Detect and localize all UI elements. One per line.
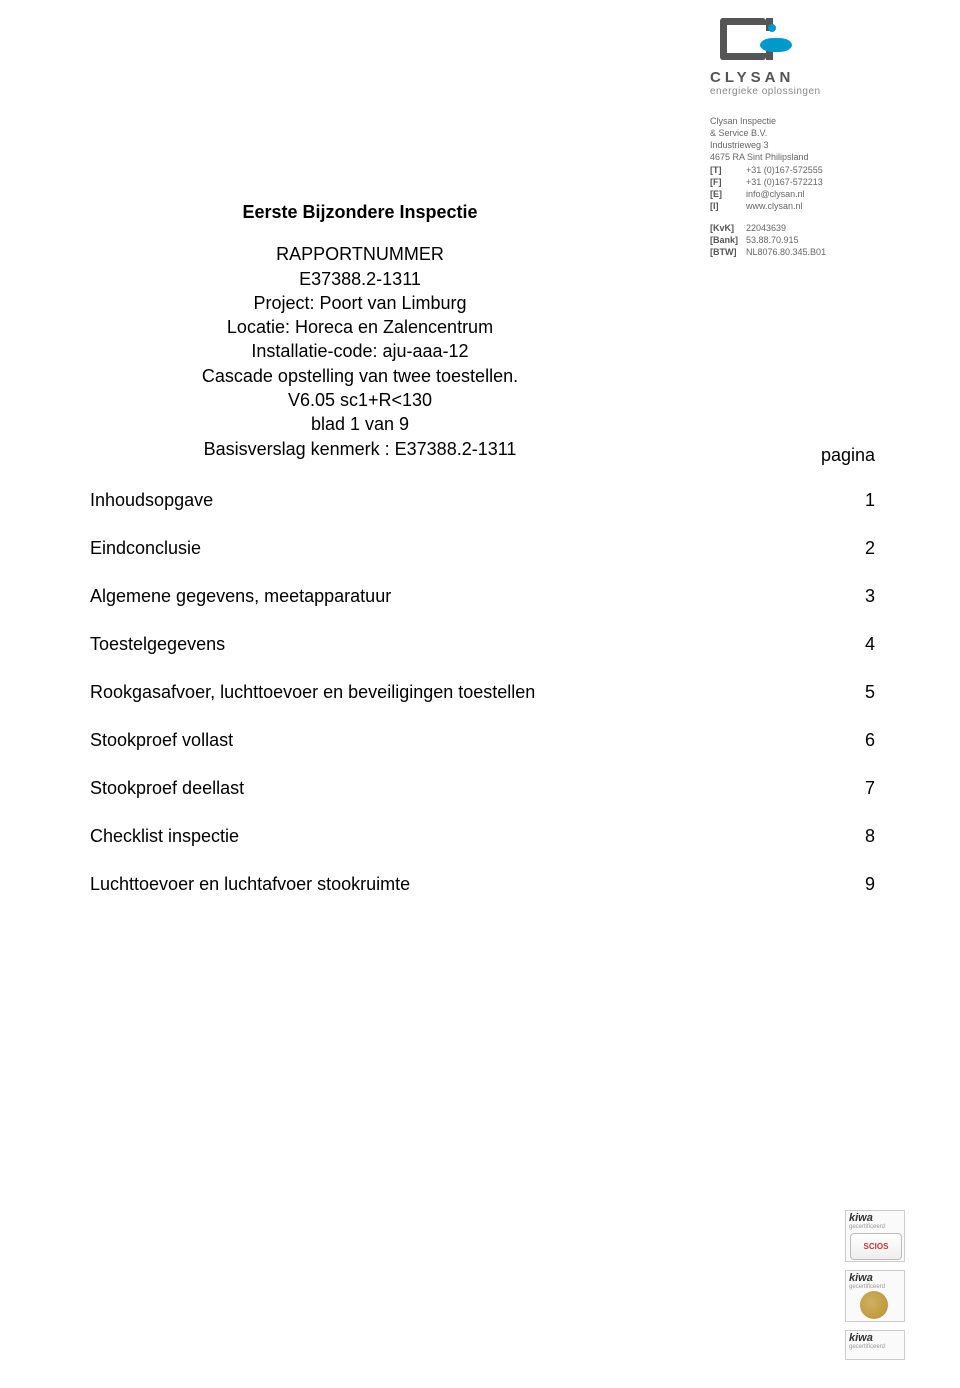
toc-row: Algemene gegevens, meetapparatuur 3 bbox=[90, 586, 875, 607]
page-column-header: pagina bbox=[821, 445, 875, 466]
company-bank: [Bank]53.88.70.915 bbox=[710, 234, 910, 246]
certification-badges: kiwa gecertificeerd kiwa gecertificeerd … bbox=[845, 1210, 910, 1368]
page-count-line: blad 1 van 9 bbox=[0, 412, 720, 436]
company-web: [I]www.clysan.nl bbox=[710, 200, 910, 212]
kiwa-quality-badge: kiwa gecertificeerd bbox=[845, 1270, 905, 1322]
toc-label: Rookgasafvoer, luchttoevoer en beveiligi… bbox=[90, 682, 535, 703]
project-line: Project: Poort van Limburg bbox=[0, 291, 720, 315]
toc-label: Inhoudsopgave bbox=[90, 490, 213, 511]
toc-row: Luchttoevoer en luchtafvoer stookruimte … bbox=[90, 874, 875, 895]
toc-row: Rookgasafvoer, luchttoevoer en beveiligi… bbox=[90, 682, 875, 703]
document-page: CLYSAN energieke oplossingen Clysan Insp… bbox=[0, 0, 960, 1388]
toc-label: Checklist inspectie bbox=[90, 826, 239, 847]
quality-seal-icon bbox=[860, 1291, 888, 1319]
toc-page: 1 bbox=[865, 490, 875, 511]
company-info-block: Clysan Inspectie & Service B.V. Industri… bbox=[710, 115, 910, 259]
toc-label: Luchttoevoer en luchtafvoer stookruimte bbox=[90, 874, 410, 895]
toc-label: Algemene gegevens, meetapparatuur bbox=[90, 586, 391, 607]
kiwa-label: kiwa bbox=[849, 1213, 901, 1224]
kiwa-label: kiwa bbox=[849, 1333, 901, 1344]
toc-row: Checklist inspectie 8 bbox=[90, 826, 875, 847]
title-block: Eerste Bijzondere Inspectie RAPPORTNUMME… bbox=[0, 200, 720, 461]
company-kvk: [KvK]22043639 bbox=[710, 222, 910, 234]
company-city: 4675 RA Sint Philipsland bbox=[710, 151, 910, 163]
toc-row: Eindconclusie 2 bbox=[90, 538, 875, 559]
install-code-line: Installatie-code: aju-aaa-12 bbox=[0, 339, 720, 363]
kiwa-vca-badge: kiwa gecertificeerd bbox=[845, 1330, 905, 1360]
toc-label: Toestelgegevens bbox=[90, 634, 225, 655]
kiwa-label: kiwa bbox=[849, 1273, 901, 1284]
company-tel: [T]+31 (0)167-572555 bbox=[710, 164, 910, 176]
toc-page: 7 bbox=[865, 778, 875, 799]
company-btw: [BTW]NL8076.80.345.B01 bbox=[710, 246, 910, 258]
table-of-contents: Inhoudsopgave 1 Eindconclusie 2 Algemene… bbox=[90, 490, 875, 922]
company-fax: [F]+31 (0)167-572213 bbox=[710, 176, 910, 188]
toc-row: Toestelgegevens 4 bbox=[90, 634, 875, 655]
toc-label: Stookproef vollast bbox=[90, 730, 233, 751]
kiwa-sub: gecertificeerd bbox=[849, 1224, 901, 1230]
letterhead: CLYSAN energieke oplossingen Clysan Insp… bbox=[710, 18, 910, 259]
toc-page: 5 bbox=[865, 682, 875, 703]
toc-page: 9 bbox=[865, 874, 875, 895]
report-title: Eerste Bijzondere Inspectie bbox=[0, 200, 720, 224]
report-number: E37388.2-1311 bbox=[0, 267, 720, 291]
company-email: [E]info@clysan.nl bbox=[710, 188, 910, 200]
scios-icon bbox=[850, 1233, 902, 1260]
company-name-2: & Service B.V. bbox=[710, 127, 910, 139]
version-line: V6.05 sc1+R<130 bbox=[0, 388, 720, 412]
toc-row: Inhoudsopgave 1 bbox=[90, 490, 875, 511]
brand-tagline: energieke oplossingen bbox=[710, 86, 910, 97]
company-name-1: Clysan Inspectie bbox=[710, 115, 910, 127]
kiwa-sub: gecertificeerd bbox=[849, 1284, 901, 1290]
toc-label: Stookproef deellast bbox=[90, 778, 244, 799]
location-line: Locatie: Horeca en Zalencentrum bbox=[0, 315, 720, 339]
report-number-label: RAPPORTNUMMER bbox=[0, 242, 720, 266]
toc-page: 6 bbox=[865, 730, 875, 751]
toc-page: 3 bbox=[865, 586, 875, 607]
kiwa-sub: gecertificeerd bbox=[849, 1344, 901, 1350]
description-line: Cascade opstelling van twee toestellen. bbox=[0, 364, 720, 388]
toc-label: Eindconclusie bbox=[90, 538, 201, 559]
brand-name: CLYSAN bbox=[710, 69, 910, 86]
toc-row: Stookproef deellast 7 bbox=[90, 778, 875, 799]
company-logo bbox=[720, 18, 790, 63]
basis-line: Basisverslag kenmerk : E37388.2-1311 bbox=[0, 437, 720, 461]
toc-row: Stookproef vollast 6 bbox=[90, 730, 875, 751]
company-street: Industrieweg 3 bbox=[710, 139, 910, 151]
kiwa-scios-badge: kiwa gecertificeerd bbox=[845, 1210, 905, 1262]
toc-page: 8 bbox=[865, 826, 875, 847]
toc-page: 4 bbox=[865, 634, 875, 655]
toc-page: 2 bbox=[865, 538, 875, 559]
